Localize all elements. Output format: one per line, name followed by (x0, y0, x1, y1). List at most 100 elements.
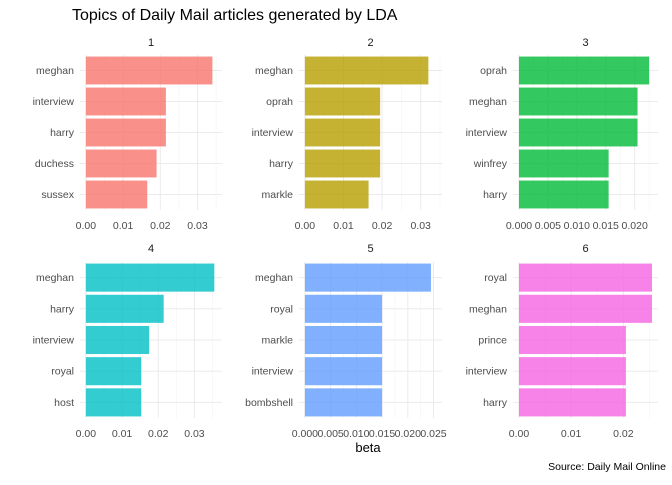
bar-sussex (85, 180, 148, 209)
x-tick-label: 0.01 (113, 220, 134, 232)
x-tick-label: 0.00 (76, 220, 97, 232)
facet-panel-1: meghan interview harry duchess sussex 0.00 0.0… (33, 37, 222, 232)
y-tick-label: interview (466, 127, 508, 139)
x-tick-label: 0.00 (76, 428, 97, 440)
y-tick-label: harry (50, 303, 75, 315)
x-tick-label: 0.010 (564, 220, 590, 232)
y-tick-label: oprah (266, 96, 293, 108)
bar-markle (304, 180, 369, 209)
y-tick-label: duchess (35, 158, 74, 170)
y-tick-label: bombshell (245, 397, 293, 409)
y-tick-label: meghan (255, 65, 293, 77)
x-tick-label: 0.01 (333, 220, 354, 232)
x-tick-label: 0.015 (369, 428, 395, 440)
y-tick-label: harry (50, 127, 75, 139)
bar-harry (304, 149, 381, 178)
y-tick-label: prince (478, 335, 507, 347)
bar-bombshell (304, 388, 383, 417)
facet-strip-label: 2 (367, 37, 373, 49)
x-tick-label: 0.02 (150, 220, 171, 232)
y-tick-label: meghan (255, 272, 293, 284)
x-tick-label: 0.00 (509, 428, 530, 440)
y-tick-label: meghan (469, 303, 507, 315)
facet-strip-label: 6 (582, 243, 588, 255)
x-tick-label: 0.000 (506, 220, 532, 232)
x-tick-label: 0.00 (295, 220, 316, 232)
y-tick-label: sussex (41, 189, 74, 201)
bar-harry (85, 118, 166, 147)
chart-caption: Source: Daily Mail Online (548, 461, 666, 473)
x-tick-label: 0.000 (292, 428, 318, 440)
chart-title: Topics of Daily Mail articles generated … (72, 7, 398, 24)
y-tick-label: meghan (36, 272, 74, 284)
bar-meghan (85, 56, 213, 85)
bar-royal (85, 357, 142, 386)
x-tick-label: 0.03 (410, 220, 431, 232)
y-tick-label: interview (252, 127, 294, 139)
y-tick-label: royal (484, 272, 507, 284)
bar-meghan (85, 263, 215, 292)
y-tick-label: interview (466, 366, 508, 378)
facet-strip-label: 3 (582, 37, 588, 49)
bar-royal (304, 294, 383, 323)
bar-duchess (85, 149, 157, 178)
x-tick-label: 0.020 (395, 428, 421, 440)
facet-panels: meghan interview harry duchess sussex 0.00 0.0… (33, 37, 658, 440)
x-tick-label: 0.02 (613, 428, 634, 440)
y-tick-label: harry (269, 158, 294, 170)
bar-harry (518, 180, 609, 209)
x-tick-label: 0.010 (343, 428, 369, 440)
x-tick-label: 0.03 (184, 428, 205, 440)
facet-panel-4: meghan harry interview royal host 0.00 0.01 0.0… (33, 243, 222, 440)
facet-strip-label: 4 (148, 243, 154, 255)
y-tick-label: markle (261, 335, 293, 347)
facet-strip-label: 1 (148, 37, 154, 49)
y-tick-label: harry (483, 397, 508, 409)
facet-panel-2: meghan oprah interview harry markle 0.00 0.01 0… (252, 37, 442, 232)
facet-panel-6: royal meghan prince interview harry 0.00 0.01 0… (466, 243, 658, 440)
y-tick-label: markle (261, 189, 293, 201)
facet-panel-5: meghan royal markle interview bombshell 0.000… (245, 243, 447, 440)
y-tick-label: interview (33, 96, 75, 108)
x-tick-label: 0.005 (535, 220, 561, 232)
bar-meghan (304, 56, 429, 85)
x-tick-label: 0.02 (372, 220, 393, 232)
bar-interview (518, 357, 626, 386)
bar-harry (518, 388, 626, 417)
x-axis-label: beta (355, 440, 381, 455)
y-tick-label: host (54, 397, 74, 409)
x-tick-label: 0.02 (148, 428, 169, 440)
bar-markle (304, 325, 383, 355)
bar-interview (304, 118, 381, 147)
bar-oprah (518, 56, 650, 85)
bar-prince (518, 325, 626, 355)
y-tick-label: meghan (469, 96, 507, 108)
facet-strip-label: 5 (367, 243, 373, 255)
bar-oprah (304, 87, 381, 116)
bar-interview (518, 118, 638, 147)
x-tick-label: 0.01 (112, 428, 133, 440)
bar-winfrey (518, 149, 609, 178)
bar-harry (85, 294, 164, 323)
x-tick-label: 0.015 (593, 220, 619, 232)
x-tick-label: 0.005 (317, 428, 343, 440)
y-tick-label: meghan (36, 65, 74, 77)
y-tick-label: royal (51, 366, 74, 378)
y-tick-label: interview (33, 335, 75, 347)
bar-meghan (518, 87, 638, 116)
bar-meghan (304, 263, 431, 292)
y-tick-label: interview (252, 366, 294, 378)
x-tick-label: 0.03 (187, 220, 208, 232)
x-tick-label: 0.020 (622, 220, 648, 232)
x-tick-label: 0.01 (561, 428, 582, 440)
bar-meghan (518, 294, 653, 323)
bar-interview (85, 87, 166, 116)
bar-interview (85, 325, 150, 355)
y-tick-label: royal (270, 303, 293, 315)
bar-interview (304, 357, 383, 386)
bar-host (85, 388, 142, 417)
y-tick-label: winfrey (473, 158, 508, 170)
y-tick-label: oprah (480, 65, 507, 77)
